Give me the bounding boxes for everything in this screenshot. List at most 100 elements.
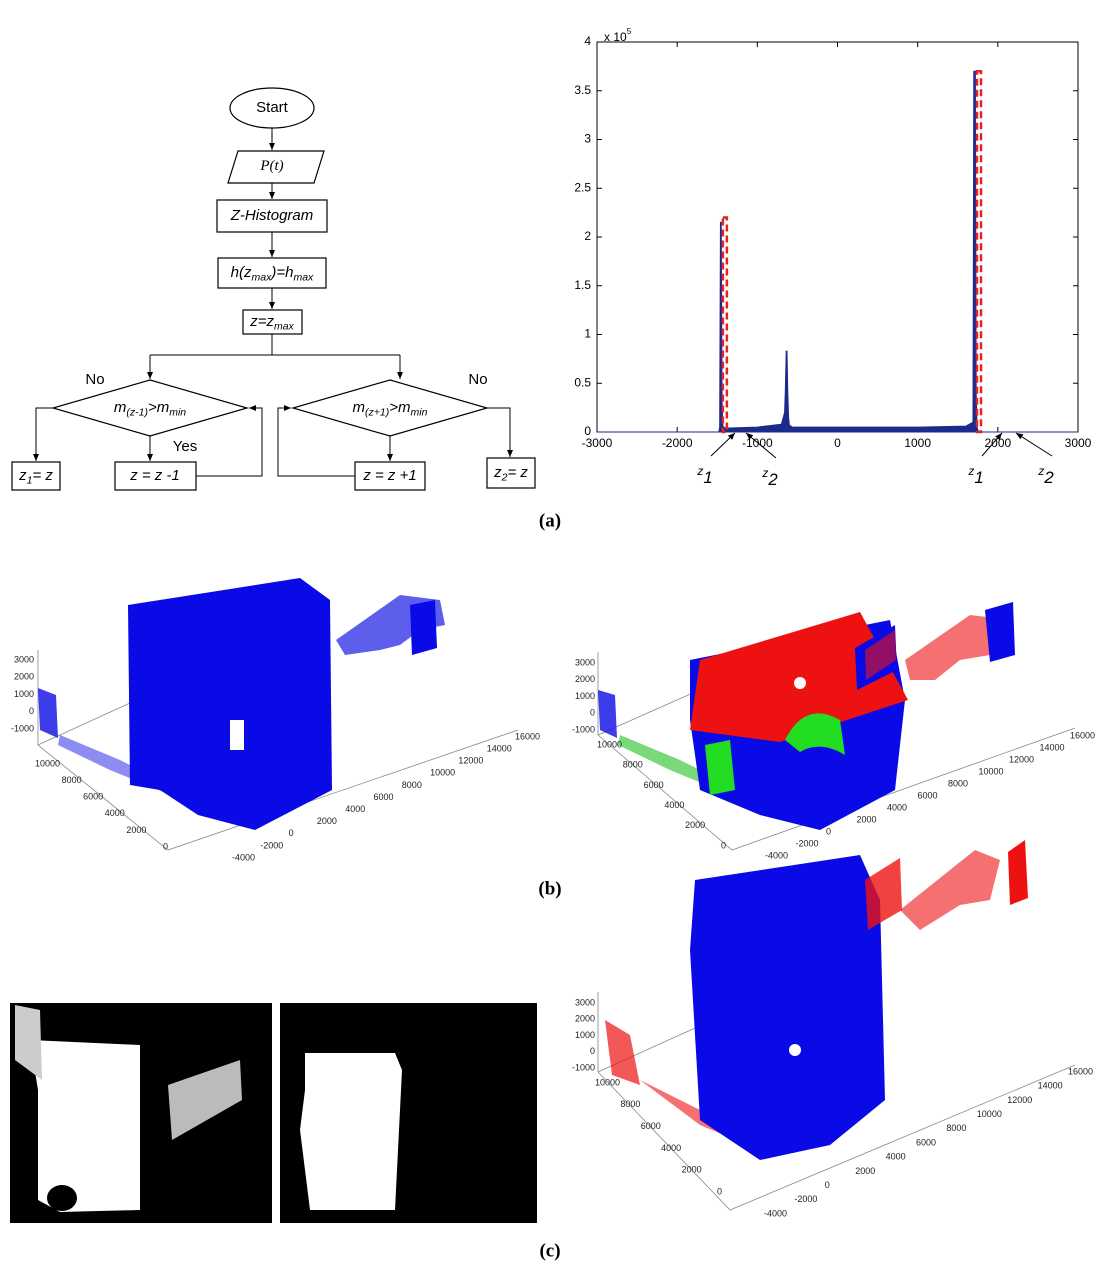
edge-label: Yes (173, 438, 197, 455)
axis-tick-label: -4000 (764, 1208, 787, 1218)
x-tick-label: -2000 (662, 436, 693, 450)
y-multiplier: x 105 (604, 27, 632, 44)
plot-frame (596, 41, 1079, 433)
node-label: Z-Histogram (230, 207, 314, 224)
multiplier-base: x 10 (604, 30, 627, 44)
subscript: (z-1) (126, 406, 148, 418)
node-label: z2= z (493, 464, 528, 483)
node-label: z1= z (18, 467, 53, 486)
y-tick-label: 0 (584, 424, 591, 438)
binary-images (10, 1003, 537, 1223)
point-cloud-b-right (597, 602, 1076, 851)
axis-tick-label: 8000 (946, 1123, 966, 1133)
axis-tick-label: 3000 (14, 654, 34, 664)
axis-tick-label: 4000 (105, 808, 125, 818)
annotation-arrow (1015, 432, 1053, 457)
axis-tick-label: 10000 (979, 766, 1004, 776)
axis-tick-label: 2000 (575, 674, 595, 684)
flowchart-labels: StartP(t)Z-Histogramh(zmax)=hmaxz=zmaxm(… (18, 99, 528, 486)
x-tick-label: 2000 (984, 436, 1011, 450)
axis-tick-label: 2000 (857, 814, 877, 824)
axis-tick-label: 6000 (83, 792, 103, 802)
axis-tick-label: 1000 (575, 691, 595, 701)
subscript: max (274, 320, 295, 332)
edge-label: No (468, 371, 487, 388)
label-part: >m (389, 399, 410, 416)
annotation: z1 (967, 464, 983, 487)
process-node (486, 457, 536, 489)
label-part: = z (507, 464, 528, 481)
histogram: 00.511.522.533.54-3000 -2000 -1000 0 1000 200… (574, 27, 1091, 490)
axis-tick-label: 0 (590, 1046, 595, 1056)
y-tick-label: 0.5 (574, 375, 591, 389)
point-cloud-c (597, 840, 1076, 1211)
axis-tick-label: 0 (163, 841, 168, 851)
axis-tick-label: 0 (826, 826, 831, 836)
axis-tick-label: 4000 (661, 1143, 681, 1153)
label-part: >m (148, 399, 169, 416)
panel-label: (b) (538, 878, 561, 899)
subscript: (z+1) (365, 406, 389, 418)
node-label: Start (256, 99, 289, 116)
multiplier-exp: 5 (627, 27, 632, 36)
edge-label: No (85, 371, 104, 388)
axis-tick-label: -2000 (260, 840, 283, 850)
axis-tick-label: 3000 (575, 657, 595, 667)
axis-tick-label: -2000 (794, 1194, 817, 1204)
label-part: = z (32, 467, 53, 484)
subscript: 1 (974, 469, 983, 488)
axis-tick-label: 0 (721, 840, 726, 850)
x-tick-label: 1000 (904, 436, 931, 450)
node-label: z=zmax (249, 313, 294, 332)
y-tick-label: 4 (584, 34, 591, 48)
axis-tick-label: 2000 (685, 820, 705, 830)
node-label: m(z-1)>mmin (114, 399, 186, 418)
axis-tick-label: 12000 (1009, 754, 1034, 764)
axis-tick-label: 2000 (855, 1166, 875, 1176)
axis-tick-label: 1000 (575, 1030, 595, 1040)
annotation: z2 (761, 466, 778, 489)
y-tick-label: 3.5 (574, 83, 591, 97)
axis-tick-label: 12000 (458, 756, 483, 766)
axis-tick-label: -2000 (796, 838, 819, 848)
axis-tick-label: 2000 (575, 1014, 595, 1024)
io-node (227, 150, 325, 184)
axis-tick-label: 10000 (430, 768, 455, 778)
highlight-box (975, 70, 983, 434)
axis-tick-label: 14000 (1040, 742, 1065, 752)
axis-tick-label: 6000 (916, 1137, 936, 1147)
axis-tick-label: 14000 (1038, 1081, 1063, 1091)
axis-tick-label: 4000 (664, 800, 684, 810)
axis-tick-label: 1000 (14, 689, 34, 699)
label-part: z (761, 466, 768, 480)
x-tick-label: -3000 (582, 436, 613, 450)
subscript: max (293, 271, 314, 283)
subscript: min (169, 406, 186, 418)
annotation-arrow (745, 432, 777, 459)
x-tick-label: 0 (834, 436, 841, 450)
node-label: z = z -1 (129, 467, 180, 484)
x-tick-label: 3000 (1065, 436, 1092, 450)
y-tick-label: 2 (584, 229, 591, 243)
process-node (217, 257, 327, 289)
label-part: m (353, 399, 366, 416)
axis-tick-label: 10000 (977, 1109, 1002, 1119)
axis-tick-label: 0 (825, 1180, 830, 1190)
y-tick-label: 2.5 (574, 180, 591, 194)
axis-tick-label: 16000 (515, 731, 540, 741)
label-part: m (114, 399, 127, 416)
subscript: min (411, 406, 428, 418)
label-part: z = z +1 (362, 467, 416, 484)
node-label: P(t) (259, 158, 283, 174)
annotation-arrow (981, 432, 1003, 457)
subscript: 1 (703, 469, 712, 488)
axis-tick-label: 6000 (374, 792, 394, 802)
node-label: h(zmax)=hmax (231, 264, 314, 283)
subscript: 2 (1043, 469, 1054, 488)
process-node (11, 461, 61, 491)
axis-tick-label: 6000 (918, 790, 938, 800)
point-cloud-b-left (37, 578, 519, 851)
node-label: m(z+1)>mmin (353, 399, 428, 418)
subscript: 1 (27, 474, 33, 486)
